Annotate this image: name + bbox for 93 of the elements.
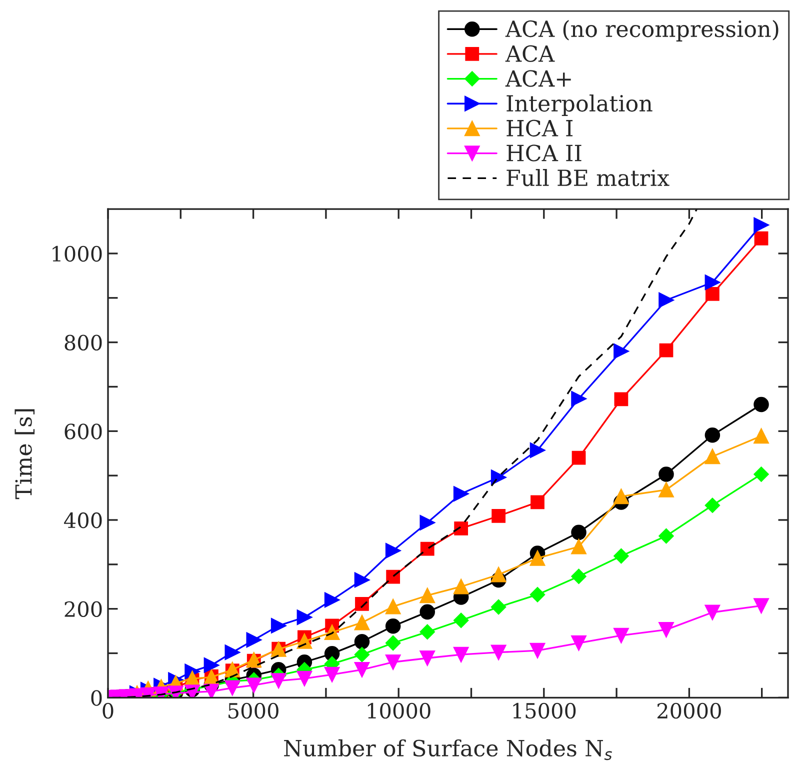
point — [614, 344, 629, 359]
x-tick-label: 20000 — [657, 702, 721, 719]
point — [454, 521, 468, 536]
point — [354, 614, 370, 630]
point — [386, 635, 401, 651]
point — [614, 392, 628, 406]
point — [420, 650, 436, 666]
x-axis-title: Number of Surface Nodes N$_{s}$ — [284, 739, 612, 760]
point — [704, 604, 720, 620]
legend-label: ACA — [505, 45, 555, 62]
y-tick-label: 600 — [64, 424, 102, 440]
y-axis-title: Time [s] — [14, 409, 35, 500]
point — [420, 515, 436, 530]
y-tick-label: 0 — [91, 690, 102, 706]
point — [704, 428, 720, 443]
legend-label: HCA II — [506, 144, 582, 162]
point — [385, 542, 401, 558]
x-tick-label: 15000 — [513, 702, 576, 719]
point — [530, 442, 546, 458]
point — [571, 635, 586, 651]
point — [530, 550, 546, 566]
point — [614, 548, 629, 564]
point — [658, 622, 674, 638]
point — [324, 592, 340, 608]
point — [420, 588, 436, 604]
y-tick-label: 800 — [64, 334, 102, 351]
point — [296, 610, 312, 625]
point — [224, 644, 240, 660]
point — [224, 680, 240, 696]
point — [385, 618, 401, 634]
point — [704, 448, 720, 464]
point — [659, 343, 674, 358]
point — [754, 396, 769, 412]
point — [754, 231, 768, 246]
point — [658, 528, 674, 544]
point — [571, 391, 586, 406]
point — [270, 673, 286, 688]
point — [704, 498, 720, 513]
point — [420, 624, 435, 640]
point — [658, 466, 674, 482]
point — [704, 274, 720, 290]
point — [572, 450, 586, 465]
point — [385, 654, 401, 670]
point — [490, 644, 506, 660]
point — [296, 670, 312, 686]
legend-label: ACA (no recompression) — [505, 20, 778, 42]
point — [490, 599, 506, 615]
point — [453, 578, 469, 594]
point — [355, 596, 369, 611]
point — [454, 612, 469, 628]
point — [354, 572, 370, 588]
point — [324, 666, 340, 682]
point — [658, 482, 674, 498]
legend-label: Full BE matrix — [506, 169, 670, 186]
point — [571, 524, 586, 540]
point — [530, 642, 546, 658]
point — [420, 604, 436, 620]
x-tick-label: 0 — [102, 702, 114, 719]
point — [246, 632, 262, 648]
point — [571, 568, 586, 584]
point — [754, 428, 769, 444]
point — [420, 542, 434, 556]
legend-label: ACA+ — [505, 70, 571, 87]
point — [530, 587, 546, 602]
point — [354, 647, 370, 662]
y-tick-label: 1000 — [52, 246, 102, 262]
point — [614, 628, 629, 644]
point — [385, 598, 401, 614]
point — [204, 684, 220, 698]
point — [204, 658, 220, 673]
x-tick-label: 5000 — [228, 702, 278, 719]
point — [571, 538, 586, 554]
point — [246, 678, 262, 693]
point — [754, 217, 769, 233]
y-tick-label: 400 — [64, 512, 102, 528]
point — [453, 646, 469, 662]
legend-label: Interpolation — [506, 94, 652, 116]
point — [658, 292, 674, 308]
point — [706, 286, 720, 301]
point — [490, 566, 506, 582]
y-tick-label: 200 — [64, 601, 102, 618]
point — [530, 495, 544, 510]
point — [754, 598, 769, 614]
point — [354, 634, 370, 650]
point — [614, 488, 629, 504]
legend-label: HCA I — [506, 120, 573, 137]
x-tick-label: 10000 — [368, 702, 430, 719]
point — [354, 662, 370, 678]
point — [453, 486, 469, 502]
point — [490, 470, 506, 485]
point — [492, 509, 506, 523]
point — [270, 618, 286, 634]
point — [754, 466, 769, 482]
